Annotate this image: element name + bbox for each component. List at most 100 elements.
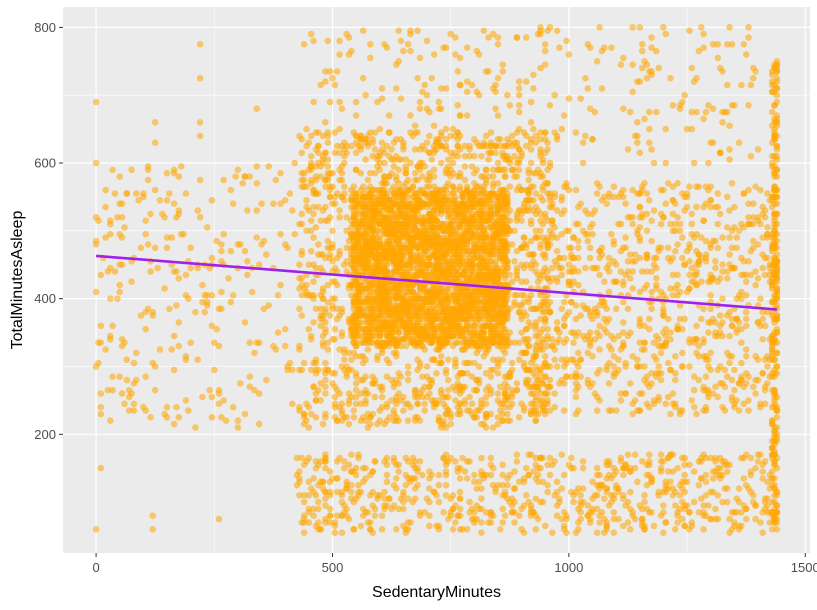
data-point	[572, 529, 580, 536]
data-point	[447, 258, 455, 265]
data-point	[499, 237, 507, 245]
data-point	[489, 512, 497, 519]
data-point	[475, 217, 483, 224]
data-point	[345, 285, 353, 292]
data-point	[383, 478, 391, 486]
data-point	[307, 410, 315, 418]
data-point	[487, 210, 495, 218]
data-point	[404, 376, 412, 384]
data-point	[402, 163, 410, 170]
data-point	[324, 366, 332, 374]
data-point	[426, 254, 433, 262]
data-point	[393, 393, 400, 401]
data-point	[497, 526, 504, 533]
data-point	[364, 346, 372, 353]
data-point	[539, 220, 547, 228]
data-point	[355, 488, 362, 496]
data-point	[381, 149, 388, 157]
data-point	[468, 197, 476, 204]
data-point	[315, 498, 322, 506]
data-point	[513, 458, 521, 465]
data-point	[525, 176, 532, 184]
data-point	[527, 390, 535, 397]
data-point	[315, 251, 322, 258]
data-point	[456, 251, 464, 258]
data-point	[586, 254, 594, 262]
data-point	[421, 227, 429, 235]
data-point	[648, 305, 655, 313]
data-point	[471, 288, 478, 296]
data-point	[352, 166, 360, 174]
data-point	[504, 342, 511, 350]
data-point	[686, 363, 693, 370]
data-point	[527, 451, 535, 459]
data-point	[341, 356, 348, 364]
data-point	[416, 203, 424, 211]
data-point	[700, 217, 707, 224]
data-point	[359, 464, 367, 472]
data-point	[508, 393, 516, 401]
data-point	[489, 173, 497, 180]
data-point	[456, 261, 464, 269]
data-point	[471, 359, 478, 367]
data-point	[726, 515, 733, 523]
data-point	[395, 166, 403, 174]
data-point	[456, 464, 464, 472]
data-point	[388, 244, 395, 252]
data-point	[343, 373, 351, 381]
data-point	[442, 468, 450, 475]
data-point	[610, 529, 618, 536]
data-point	[298, 275, 306, 282]
data-point	[669, 492, 677, 499]
data-point	[520, 407, 528, 414]
data-point	[482, 339, 490, 347]
data-point	[532, 526, 540, 533]
data-point	[367, 332, 374, 340]
data-point	[397, 247, 405, 255]
data-point	[593, 529, 601, 536]
data-point	[409, 288, 417, 296]
data-point	[305, 261, 313, 269]
data-point	[378, 526, 386, 533]
data-point	[485, 519, 492, 526]
data-point	[676, 481, 684, 489]
data-point	[494, 308, 502, 316]
data-point	[414, 295, 421, 303]
data-point	[329, 380, 336, 387]
data-point	[702, 471, 710, 479]
data-point	[499, 186, 507, 194]
data-point	[596, 512, 603, 519]
data-point	[742, 451, 750, 459]
data-point	[315, 519, 322, 526]
data-point	[296, 220, 303, 228]
data-point	[757, 519, 764, 526]
data-point	[409, 325, 417, 333]
data-point	[534, 410, 542, 418]
data-point	[456, 183, 464, 190]
data-point	[589, 478, 596, 486]
data-point	[341, 159, 348, 167]
data-point	[523, 492, 530, 499]
data-point	[388, 329, 395, 336]
data-point	[393, 261, 400, 269]
data-point	[352, 322, 360, 330]
data-point	[539, 478, 547, 486]
data-point	[359, 359, 367, 367]
data-point	[544, 397, 551, 404]
data-point	[348, 356, 355, 364]
data-point	[504, 475, 511, 482]
data-point	[381, 312, 388, 319]
data-point	[376, 210, 384, 218]
data-point	[430, 166, 438, 174]
data-point	[544, 488, 551, 496]
data-point	[735, 485, 743, 492]
data-point	[532, 512, 540, 519]
data-point	[501, 390, 509, 397]
data-point	[333, 305, 341, 313]
data-point	[433, 217, 440, 224]
data-point	[442, 370, 450, 377]
data-point	[664, 468, 672, 475]
data-point	[442, 492, 450, 499]
data-point	[319, 315, 327, 323]
